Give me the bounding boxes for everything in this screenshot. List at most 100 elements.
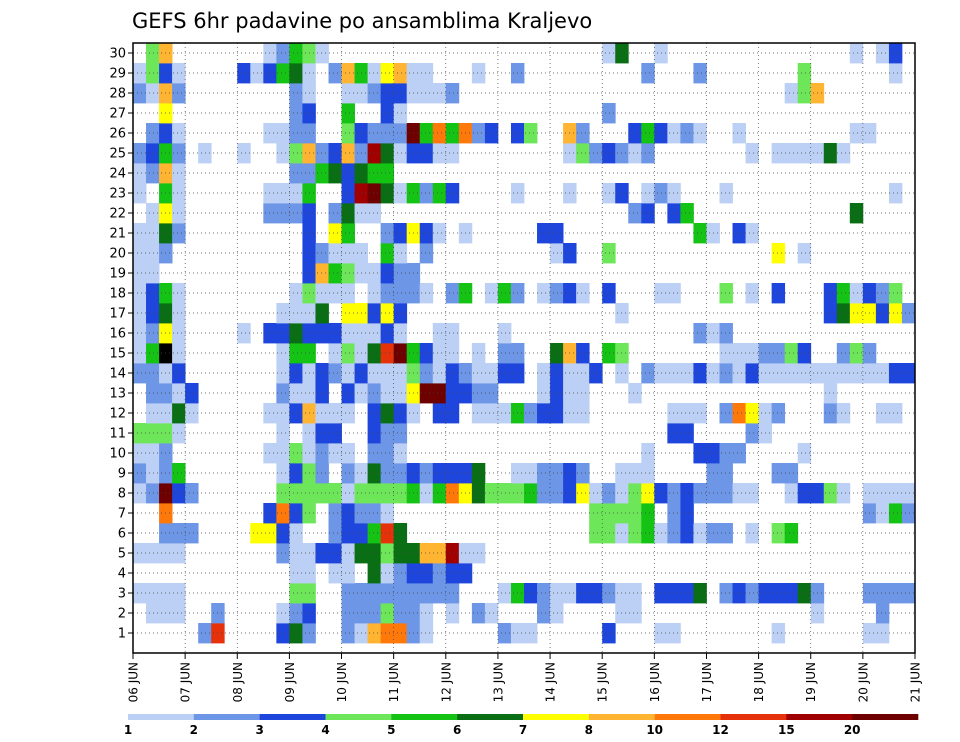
precip-cell <box>276 63 290 84</box>
precip-cell <box>367 463 382 484</box>
precip-cell <box>823 143 838 164</box>
precip-cell <box>471 123 486 144</box>
precip-cell <box>693 223 707 244</box>
precip-cell <box>589 363 603 384</box>
precip-cell <box>484 403 499 424</box>
precip-cell <box>315 303 329 324</box>
precip-cell <box>380 443 395 464</box>
precip-cell <box>445 543 460 564</box>
precip-cell <box>146 223 160 244</box>
precip-cell <box>693 323 707 344</box>
precip-cell <box>276 143 290 164</box>
precip-cell <box>419 463 434 484</box>
y-tick-label: 29 <box>109 67 126 82</box>
precip-cell <box>550 583 564 604</box>
precip-cell <box>263 523 277 544</box>
precip-cell <box>823 383 838 404</box>
precip-cell <box>875 283 890 304</box>
precip-cell <box>146 243 160 264</box>
x-tick-label: 08 JUN <box>231 662 245 702</box>
precip-cell <box>380 383 395 404</box>
precip-cell <box>432 463 447 484</box>
precip-cell <box>875 363 890 384</box>
precip-cell <box>432 483 447 504</box>
precip-cell <box>198 143 212 164</box>
precip-cell <box>367 623 382 644</box>
precip-cell <box>380 463 395 484</box>
precip-cell <box>589 483 603 504</box>
precip-cell <box>341 283 355 304</box>
precip-cell <box>888 43 903 64</box>
y-tick-label: 26 <box>109 127 126 142</box>
precip-cell <box>341 483 355 504</box>
colorbar-label: 10 <box>646 723 663 737</box>
precip-cell <box>576 583 590 604</box>
colorbar-label: 6 <box>453 723 461 737</box>
precip-cell <box>823 303 838 324</box>
y-tick-label: 15 <box>109 347 126 362</box>
precip-cell <box>276 543 290 564</box>
precip-cell <box>133 443 147 464</box>
precip-cell <box>393 483 408 504</box>
dotted-grid <box>133 43 915 653</box>
precip-cell <box>380 423 395 444</box>
precip-cell <box>276 323 290 344</box>
precip-cell <box>393 623 408 644</box>
y-tick-label: 5 <box>118 547 126 562</box>
precip-cell <box>602 483 616 504</box>
precip-cell <box>289 323 303 344</box>
precip-cell <box>576 383 590 404</box>
precip-cell <box>380 243 395 264</box>
precip-cell <box>641 503 655 524</box>
precip-cell <box>576 143 590 164</box>
precip-cell <box>589 503 603 524</box>
precip-cell <box>172 383 186 404</box>
precip-cell <box>693 123 707 144</box>
precip-cell <box>276 523 290 544</box>
precip-cell <box>341 103 355 124</box>
colorbar-label: 15 <box>778 723 795 737</box>
precip-cell <box>393 363 408 384</box>
precip-cell <box>875 403 890 424</box>
precip-cell <box>641 123 655 144</box>
precip-cell <box>432 343 447 364</box>
precip-cell <box>875 603 890 624</box>
precip-cell <box>263 183 277 204</box>
precip-cell <box>524 123 538 144</box>
x-tick-label: 07 JUN <box>179 662 193 702</box>
x-tick-label: 13 JUN <box>491 662 505 702</box>
precip-cell <box>719 463 733 484</box>
precip-cell <box>537 283 551 304</box>
precip-cell <box>380 323 395 344</box>
colorbar-swatch <box>193 714 260 720</box>
precip-cell <box>172 523 186 544</box>
precip-cell <box>419 223 434 244</box>
precip-cell <box>445 363 460 384</box>
precip-cell <box>133 143 147 164</box>
precip-cell <box>641 63 655 84</box>
precip-cell <box>797 483 812 504</box>
precip-cell <box>602 43 616 64</box>
precip-cell <box>901 583 916 604</box>
precip-cell <box>719 523 733 544</box>
y-tick-label: 27 <box>109 107 126 122</box>
colorbar: 1 2 3 4 5 6 7 8 10 12 15 20 <box>124 714 919 737</box>
y-tick-label: 17 <box>109 307 126 322</box>
precip-cell <box>745 363 759 384</box>
precip-cell <box>732 363 746 384</box>
precip-cell <box>471 363 486 384</box>
x-axis-ticks: 06 JUN 07 JUN 08 JUN 09 JUN 10 JUN 11 JUN 12 J… <box>127 653 923 702</box>
precip-cell <box>237 63 251 84</box>
precip-cell <box>393 463 408 484</box>
precip-cell <box>875 303 890 324</box>
precip-cell <box>380 603 395 624</box>
precip-cell <box>380 183 395 204</box>
precip-cell <box>628 383 642 404</box>
precip-cell <box>185 523 199 544</box>
precip-cell <box>693 63 707 84</box>
precip-cell <box>875 623 890 644</box>
precip-cell <box>719 283 733 304</box>
precip-cell <box>432 543 447 564</box>
precip-cell <box>875 503 890 524</box>
precip-cell <box>693 483 707 504</box>
